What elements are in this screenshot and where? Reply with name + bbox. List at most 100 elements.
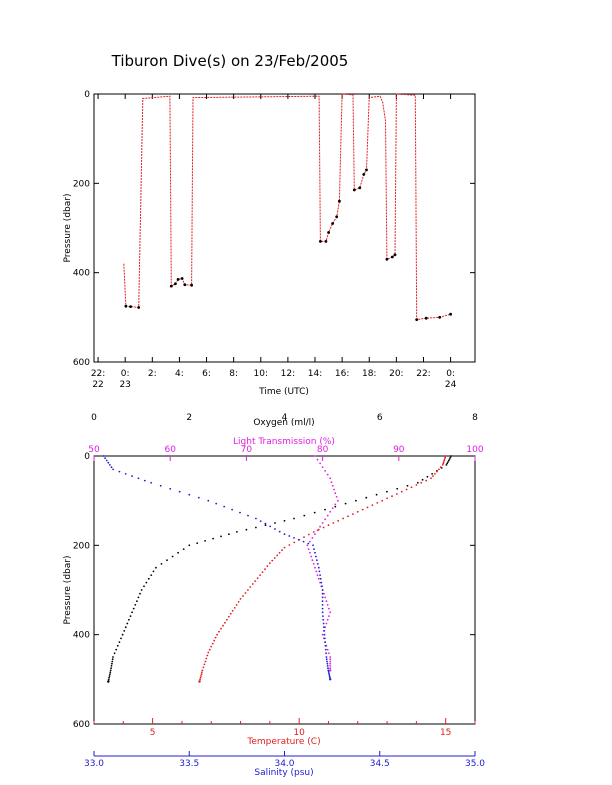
light_transmission-point <box>314 455 316 457</box>
temperature-point <box>444 455 447 457</box>
salinity-point <box>325 652 327 655</box>
light_transmission-point <box>331 507 334 509</box>
light_transmission-point <box>324 518 326 521</box>
light_transmission-point <box>326 648 329 651</box>
salinity-point <box>325 656 328 658</box>
light_transmission-point <box>311 537 314 539</box>
oxygen-point <box>132 607 135 610</box>
oxygen-point <box>110 667 112 670</box>
salinity-point <box>288 535 291 537</box>
temperature-point <box>337 519 340 522</box>
light_transmission-point <box>326 604 329 606</box>
dive-depth-mark <box>424 316 428 320</box>
dive-depth-mark <box>169 284 173 288</box>
oxygen-point <box>107 680 110 683</box>
temperature-point <box>201 669 204 672</box>
temperature-point <box>205 657 208 660</box>
temperature-tick-label: 10 <box>293 728 305 738</box>
light_transmission-point <box>333 488 335 491</box>
salinity-point <box>312 544 314 547</box>
profile-axes: 0 200 400 600 0 2 4 6 8 50 60 70 80 90 100 5 10 15 33.0 33.… <box>73 413 485 769</box>
salinity-point <box>328 672 330 675</box>
profile-y-tick-label: 400 <box>73 631 90 641</box>
oxygen-point <box>445 464 448 466</box>
oxygen-point <box>121 633 124 636</box>
salinity-tick-label: 33.5 <box>179 759 199 769</box>
temperature-point <box>199 678 201 681</box>
temperature-point <box>400 490 403 493</box>
salinity-point <box>322 618 325 621</box>
oxygen-point <box>375 493 378 496</box>
dive-depth-mark <box>137 306 141 309</box>
salinity-point <box>169 487 172 490</box>
light_transmission-point <box>307 548 310 550</box>
oxygen-point <box>416 481 419 484</box>
temperature-point <box>251 583 254 585</box>
salinity-point <box>118 470 121 473</box>
oxygen-point <box>313 511 316 514</box>
dive-x-tick-label: 10: <box>254 369 268 379</box>
temperature-point <box>206 654 209 657</box>
oxygen-point <box>147 577 150 580</box>
salinity-point <box>322 615 324 617</box>
temperature-point <box>244 592 247 594</box>
oxygen-point <box>449 456 452 459</box>
temperature-point <box>361 508 364 511</box>
salinity-point <box>327 671 330 673</box>
light_transmission-point <box>323 592 325 595</box>
dive-x-tick-label: 6: <box>202 369 211 379</box>
temperature-point <box>242 595 244 597</box>
profile-y-tick-label: 600 <box>73 720 90 730</box>
oxygen-point <box>386 490 388 493</box>
salinity-point <box>197 496 200 499</box>
light_transmission-point <box>326 473 329 476</box>
salinity-point <box>314 551 316 554</box>
salinity-point <box>316 559 318 562</box>
oxygen-point <box>108 675 111 677</box>
salinity-point <box>329 678 332 681</box>
temperature-point <box>312 531 315 533</box>
salinity-point <box>105 459 108 462</box>
temperature-point <box>199 676 202 679</box>
salinity-point <box>269 525 272 528</box>
temperature-point <box>439 466 442 469</box>
temperature-point <box>432 475 434 477</box>
light-transmission-tick-label: 60 <box>164 445 176 455</box>
dive-depth-mark <box>449 312 452 316</box>
temperature-point <box>227 615 230 618</box>
temperature-point <box>347 515 349 518</box>
salinity-point <box>319 577 322 580</box>
temperature-point <box>288 544 291 546</box>
temperature-point <box>352 513 354 515</box>
light_transmission-point <box>324 470 326 472</box>
salinity-point <box>109 464 111 466</box>
temperature-point <box>303 536 305 538</box>
oxygen-point <box>204 540 207 542</box>
light_transmission-point <box>315 570 318 573</box>
dive-y-axis-title: Pressure (dbar) <box>63 194 73 263</box>
temperature-point <box>376 502 379 504</box>
dive-depth-mark <box>438 315 442 319</box>
temperature-point <box>276 554 279 557</box>
oxygen-point <box>131 611 134 614</box>
light_transmission-point <box>336 499 339 502</box>
temperature-point <box>226 618 228 621</box>
oxygen-point <box>426 475 429 478</box>
oxygen-point <box>110 665 113 667</box>
oxygen-point <box>344 502 347 505</box>
oxygen-point <box>139 592 141 595</box>
temperature-tick-label: 15 <box>440 728 451 738</box>
oxygen-point <box>396 487 399 490</box>
dive-depth-mark <box>365 168 368 172</box>
light_transmission-point <box>316 458 319 461</box>
salinity-point <box>320 581 323 584</box>
temperature-point <box>308 533 310 536</box>
dive-depth-mark <box>180 277 184 280</box>
temperature-point <box>391 495 393 498</box>
oxygen-point <box>447 461 449 463</box>
oxygen-point <box>150 574 153 576</box>
oxygen-point <box>145 581 148 584</box>
temperature-point <box>425 479 428 482</box>
oxygen-point <box>115 648 118 651</box>
